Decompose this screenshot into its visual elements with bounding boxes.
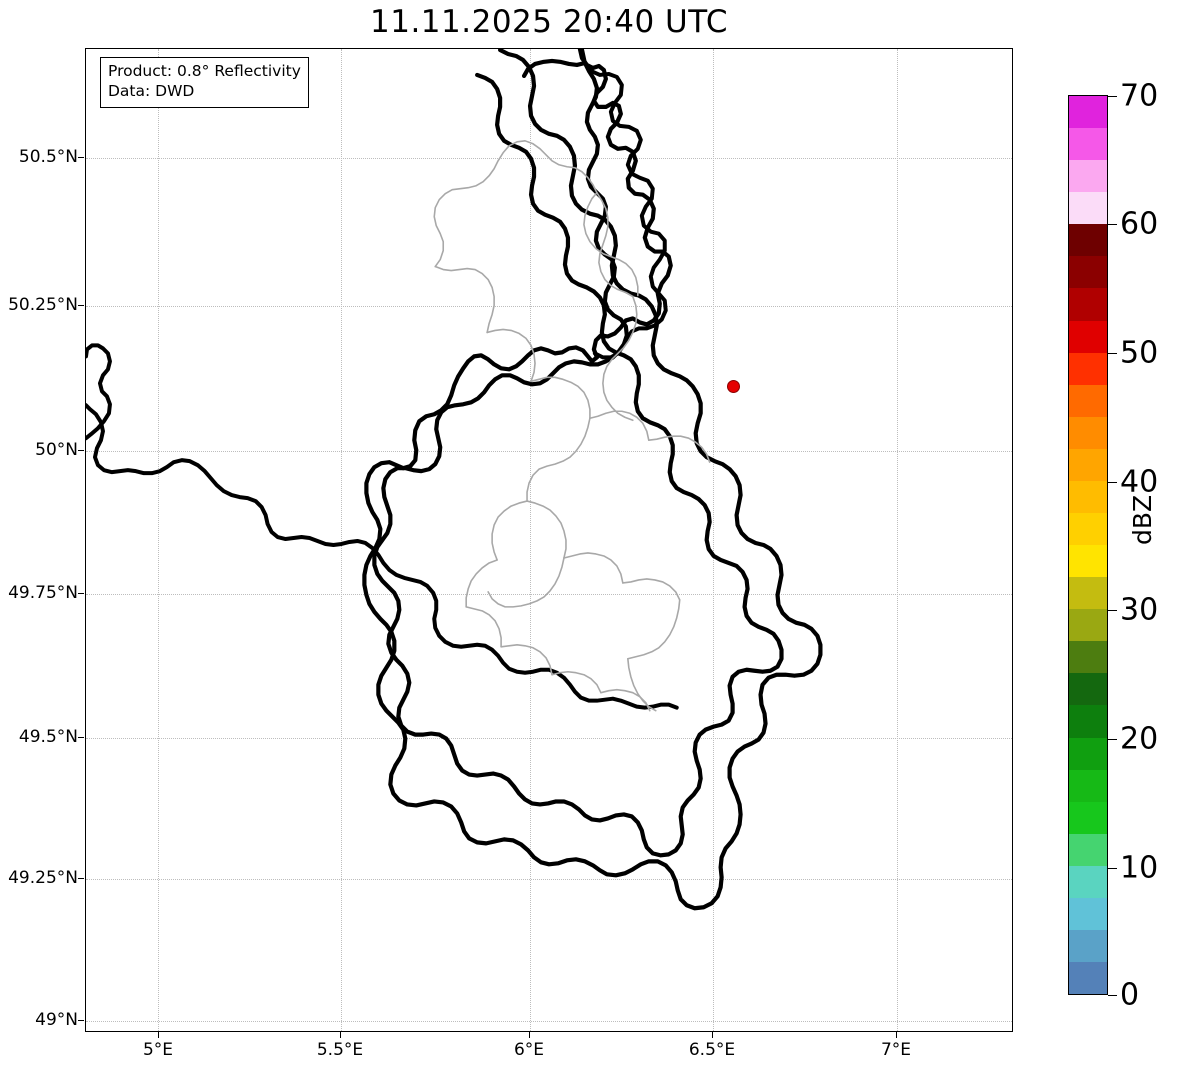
colorbar-band bbox=[1069, 96, 1107, 129]
colorbar-tick-mark bbox=[1108, 995, 1117, 996]
colorbar-gradient bbox=[1069, 96, 1107, 995]
colorbar-label-60: 60 bbox=[1120, 206, 1159, 242]
colorbar-label-10: 10 bbox=[1120, 850, 1159, 886]
y-tick-49_5: 49.5°N bbox=[18, 727, 78, 747]
gridline-horizontal bbox=[86, 451, 1012, 452]
colorbar-band bbox=[1069, 448, 1107, 481]
colorbar-band bbox=[1069, 737, 1107, 770]
colorbar-tick-mark bbox=[1108, 224, 1117, 225]
colorbar-band bbox=[1069, 416, 1107, 449]
x-tick-mark bbox=[529, 1032, 530, 1038]
y-tick-mark bbox=[78, 157, 84, 158]
y-tick-mark bbox=[78, 450, 84, 451]
colorbar-band bbox=[1069, 897, 1107, 931]
y-tick-mark bbox=[78, 1020, 84, 1021]
y-tick-mark bbox=[78, 593, 84, 594]
y-tick-mark bbox=[78, 878, 84, 879]
colorbar-tick-mark bbox=[1108, 739, 1117, 740]
gridline-vertical bbox=[897, 49, 898, 1031]
gridline-vertical bbox=[530, 49, 531, 1031]
colorbar-label-40: 40 bbox=[1120, 464, 1159, 500]
colorbar-band bbox=[1069, 769, 1107, 802]
border-belgium-germany-north bbox=[577, 49, 673, 360]
colorbar-tick-mark bbox=[1108, 482, 1117, 483]
colorbar-axis-label: dBZ bbox=[1128, 494, 1157, 545]
colorbar-tick-mark bbox=[1108, 96, 1117, 97]
gridline-horizontal bbox=[86, 306, 1012, 307]
gridline-horizontal bbox=[86, 1021, 1012, 1022]
luxembourg-national-border bbox=[372, 58, 784, 858]
colorbar-band bbox=[1069, 545, 1107, 578]
colorbar-band bbox=[1069, 288, 1107, 321]
colorbar-band bbox=[1069, 160, 1107, 193]
colorbar-band bbox=[1069, 865, 1107, 898]
colorbar-band bbox=[1069, 224, 1107, 257]
y-tick-mark bbox=[78, 305, 84, 306]
colorbar-band bbox=[1069, 641, 1107, 674]
colorbar-tick-mark bbox=[1108, 610, 1117, 611]
gridline-horizontal bbox=[86, 879, 1012, 880]
border-belgium-west bbox=[86, 343, 112, 441]
colorbar-label-0: 0 bbox=[1120, 977, 1140, 1013]
colorbar-band bbox=[1069, 833, 1107, 866]
border-belgium-france bbox=[86, 403, 679, 710]
colorbar-band bbox=[1069, 962, 1107, 995]
luxembourg-district-borders bbox=[433, 140, 711, 712]
colorbar[interactable] bbox=[1068, 95, 1108, 995]
colorbar-tick-mark bbox=[1108, 868, 1117, 869]
map-plot-area[interactable]: Product: 0.8° Reflectivity Data: DWD bbox=[85, 48, 1013, 1032]
colorbar-band bbox=[1069, 801, 1107, 834]
page-title: 11.11.2025 20:40 UTC bbox=[370, 4, 728, 40]
x-tick-mark bbox=[896, 1032, 897, 1038]
map-boundaries bbox=[86, 49, 823, 911]
border-luxembourg bbox=[362, 49, 823, 911]
info-data-line: Data: DWD bbox=[108, 81, 195, 100]
colorbar-band bbox=[1069, 577, 1107, 610]
x-tick-7E: 7°E bbox=[880, 1040, 912, 1060]
colorbar-tick-mark bbox=[1108, 353, 1117, 354]
info-box: Product: 0.8° Reflectivity Data: DWD bbox=[100, 57, 309, 108]
x-tick-6E: 6°E bbox=[513, 1040, 545, 1060]
colorbar-band bbox=[1069, 705, 1107, 738]
colorbar-band bbox=[1069, 609, 1107, 642]
colorbar-band bbox=[1069, 384, 1107, 417]
y-tick-49_75: 49.75°N bbox=[8, 583, 78, 603]
gridline-vertical bbox=[158, 49, 159, 1031]
gridline-horizontal bbox=[86, 594, 1012, 595]
x-tick-6_5E: 6.5°E bbox=[688, 1040, 736, 1060]
colorbar-label-20: 20 bbox=[1120, 721, 1159, 757]
colorbar-label-50: 50 bbox=[1120, 335, 1159, 371]
colorbar-band bbox=[1069, 128, 1107, 161]
gridline-vertical bbox=[713, 49, 714, 1031]
colorbar-band bbox=[1069, 930, 1107, 963]
colorbar-band bbox=[1069, 352, 1107, 385]
colorbar-label-30: 30 bbox=[1120, 592, 1159, 628]
colorbar-band bbox=[1069, 192, 1107, 225]
x-tick-mark bbox=[158, 1032, 159, 1038]
colorbar-label-70: 70 bbox=[1120, 78, 1159, 114]
gridline-vertical bbox=[341, 49, 342, 1031]
y-tick-49_25: 49.25°N bbox=[8, 868, 78, 888]
y-tick-mark bbox=[78, 737, 84, 738]
y-tick-49: 49°N bbox=[35, 1010, 78, 1030]
x-tick-5E: 5°E bbox=[142, 1040, 174, 1060]
colorbar-band bbox=[1069, 673, 1107, 706]
y-tick-50_25: 50.25°N bbox=[8, 295, 78, 315]
colorbar-band bbox=[1069, 480, 1107, 514]
radar-site-marker[interactable] bbox=[727, 380, 740, 393]
gridline-horizontal bbox=[86, 738, 1012, 739]
x-tick-mark bbox=[712, 1032, 713, 1038]
info-product-line: Product: 0.8° Reflectivity bbox=[108, 62, 301, 80]
x-tick-mark bbox=[340, 1032, 341, 1038]
y-tick-50_5: 50.5°N bbox=[18, 147, 78, 167]
y-tick-50: 50°N bbox=[35, 440, 78, 460]
colorbar-band bbox=[1069, 513, 1107, 546]
colorbar-band bbox=[1069, 256, 1107, 289]
colorbar-band bbox=[1069, 320, 1107, 353]
x-tick-5_5E: 5.5°E bbox=[316, 1040, 364, 1060]
border-north-segment bbox=[579, 49, 668, 360]
